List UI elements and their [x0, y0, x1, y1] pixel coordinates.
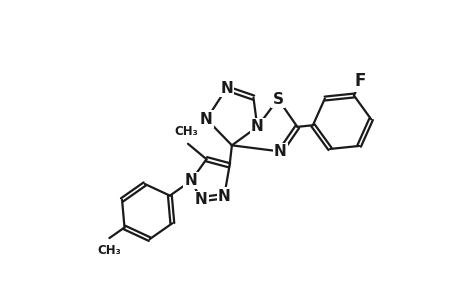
- Text: N: N: [200, 112, 213, 127]
- Text: N: N: [274, 144, 286, 159]
- Text: F: F: [354, 73, 365, 91]
- Text: N: N: [185, 173, 197, 188]
- Text: N: N: [218, 189, 230, 204]
- Text: N: N: [220, 81, 232, 96]
- Text: CH₃: CH₃: [174, 124, 198, 138]
- Text: S: S: [272, 92, 283, 106]
- Text: N: N: [194, 192, 207, 207]
- Text: N: N: [251, 119, 263, 134]
- Text: CH₃: CH₃: [97, 244, 121, 257]
